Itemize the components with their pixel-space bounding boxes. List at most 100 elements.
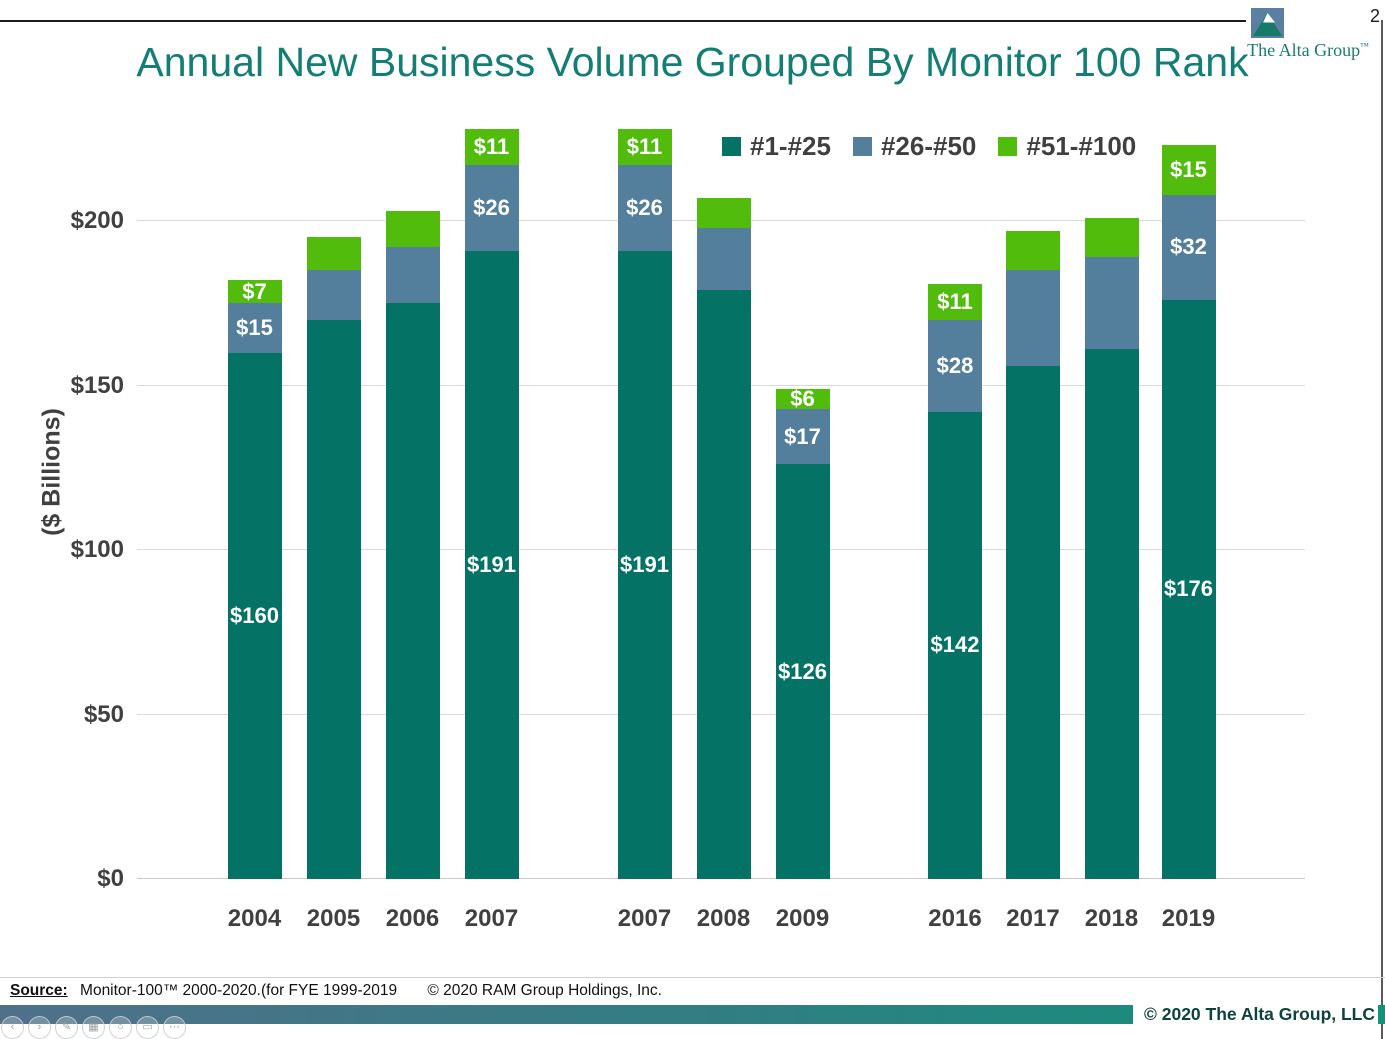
source-line: Source: Monitor-100™ 2000-2020.(for FYE … — [10, 982, 662, 1000]
bar-segment-rank1-rank25: $142 — [928, 411, 982, 879]
segment-value-label: $28 — [936, 352, 974, 378]
bar-segment-rank26-rank50: $26 — [464, 165, 519, 251]
control-more-options-button[interactable]: ⋯ — [163, 1016, 186, 1039]
segment-value-label: $126 — [778, 658, 827, 684]
segment-value-label: $7 — [242, 278, 267, 304]
control-captions-button[interactable]: ▭ — [136, 1016, 159, 1039]
slideshow-controls: ‹ › ✎ ▦ ○ ▭ ⋯ — [1, 1016, 186, 1039]
right-edge-rule — [1381, 20, 1383, 1039]
bar-segment-rank51-rank100: $6 — [775, 385, 830, 411]
bar-segment-rank51-rank100: $15 — [1161, 145, 1216, 195]
chart-title: Annual New Business Volume Grouped By Mo… — [136, 39, 1249, 85]
bar-segment-rank51-rank100: $11 — [928, 283, 982, 320]
bar-2017-group3 — [1006, 230, 1060, 879]
bar-2016-group3: $142 $28 $11 — [928, 283, 982, 879]
source-text: Monitor-100™ 2000-2020.(for FYE 1999-201… — [80, 982, 398, 999]
bar-segment-rank51-rank100: $11 — [464, 128, 519, 166]
chart-legend: #1-#25 #26-#50 #51-#100 — [722, 131, 1136, 162]
segment-value-label: $11 — [473, 134, 510, 159]
bar-segment-rank51-rank100 — [306, 237, 361, 271]
bar-2009-group2: $126 $17 $6 — [775, 385, 830, 879]
y-tick-label-0: $0 — [97, 865, 124, 892]
x-axis-label-2007: 2007 — [617, 905, 672, 932]
legend-label: #51-#100 — [1026, 131, 1137, 161]
bar-2006-group1 — [385, 211, 440, 879]
bar-segment-rank51-rank100 — [1006, 230, 1060, 271]
segment-value-label: $160 — [230, 602, 279, 628]
control-next-slide-button[interactable]: › — [28, 1016, 51, 1039]
x-axis-label-2016: 2016 — [928, 905, 982, 932]
legend-item-1-25: #1-#25 — [722, 131, 831, 162]
x-axis-label-2008: 2008 — [696, 905, 751, 932]
bar-segment-rank1-rank25: $126 — [775, 464, 830, 879]
bar-2019-group3: $176 $32 $15 — [1161, 145, 1216, 879]
bar-segment-rank26-rank50 — [696, 227, 751, 291]
segment-value-label: $191 — [620, 551, 669, 577]
segment-value-label: $191 — [467, 551, 516, 577]
bar-segment-rank26-rank50: $32 — [1161, 194, 1216, 300]
source-copyright: © 2020 RAM Group Holdings, Inc. — [427, 982, 662, 999]
footer-divider — [0, 977, 1385, 978]
bar-segment-rank26-rank50 — [1084, 257, 1139, 350]
bar-2004-group1: $160 $15 $7 — [227, 278, 282, 879]
control-zoom-slide-button[interactable]: ○ — [109, 1016, 132, 1039]
bar-2005-group1 — [306, 237, 361, 879]
x-axis-label-2009: 2009 — [775, 905, 830, 932]
segment-value-label: $17 — [784, 423, 821, 449]
x-axis-label-2007: 2007 — [464, 905, 519, 932]
slide-copyright: © 2020 The Alta Group, LLC — [1132, 999, 1378, 1030]
segment-value-label: $26 — [626, 194, 663, 220]
segment-value-label: $11 — [626, 134, 663, 159]
bar-segment-rank1-rank25: $176 — [1161, 299, 1216, 879]
segment-value-label: $6 — [790, 385, 815, 411]
legend-label: #26-#50 — [880, 131, 977, 161]
y-axis-ticks: $0 $50 $100 $150 $200 — [0, 119, 124, 892]
bar-segment-rank1-rank25: $191 — [617, 250, 672, 879]
segment-value-label: $15 — [1170, 157, 1207, 183]
bar-segment-rank26-rank50: $17 — [775, 408, 830, 465]
y-tick-label-100: $100 — [70, 536, 124, 563]
bar-segment-rank1-rank25 — [696, 290, 751, 879]
segment-value-label: $11 — [937, 288, 973, 314]
legend-label: #1-#25 — [750, 131, 831, 161]
segment-value-label: $15 — [236, 314, 273, 340]
x-axis-label-2004: 2004 — [227, 905, 282, 932]
y-tick-label-200: $200 — [70, 207, 124, 234]
bar-2007-group2: $191 $26 $11 — [617, 128, 672, 879]
legend-item-26-50: #26-#50 — [852, 131, 977, 162]
bar-segment-rank1-rank25 — [1006, 365, 1060, 879]
control-previous-slide-button[interactable]: ‹ — [1, 1016, 24, 1039]
segment-value-label: $32 — [1170, 234, 1207, 260]
trademark-symbol: ™ — [1360, 41, 1369, 51]
bar-segment-rank1-rank25: $191 — [464, 250, 519, 879]
bar-segment-rank26-rank50: $15 — [227, 303, 282, 353]
x-axis-label-2017: 2017 — [1006, 905, 1060, 932]
legend-swatch — [852, 137, 872, 156]
source-label: Source: — [10, 982, 68, 999]
bar-segment-rank26-rank50 — [385, 247, 440, 304]
control-see-all-slides-button[interactable]: ▦ — [82, 1016, 105, 1039]
segment-value-label: $142 — [930, 632, 980, 658]
bar-segment-rank1-rank25 — [1084, 349, 1139, 879]
x-axis-label-2006: 2006 — [385, 905, 440, 932]
bar-segment-rank51-rank100: $11 — [617, 128, 672, 166]
legend-swatch — [722, 137, 741, 156]
legend-item-51-100: #51-#100 — [998, 131, 1136, 162]
x-axis-label-2005: 2005 — [306, 905, 361, 932]
bar-2008-group2 — [696, 197, 751, 879]
top-rule — [0, 20, 1246, 22]
bar-segment-rank26-rank50 — [1006, 270, 1060, 366]
bar-segment-rank1-rank25: $160 — [227, 352, 282, 879]
bar-segment-rank51-rank100: $7 — [227, 278, 282, 304]
bar-segment-rank26-rank50: $28 — [928, 319, 982, 412]
plot-area: $160 $15 $7 2004 2005 2006 $191 $26 $11 2007 $191 $… — [137, 119, 1305, 932]
bar-segment-rank26-rank50 — [306, 270, 361, 320]
x-axis-label-2019: 2019 — [1161, 905, 1216, 932]
bar-segment-rank1-rank25 — [306, 319, 361, 879]
bar-2018-group3 — [1084, 217, 1139, 879]
bar-segment-rank51-rank100 — [385, 211, 440, 248]
alta-group-logo-mark — [1251, 8, 1284, 38]
control-pen-button[interactable]: ✎ — [55, 1016, 78, 1039]
bar-segment-rank51-rank100 — [1084, 217, 1139, 258]
